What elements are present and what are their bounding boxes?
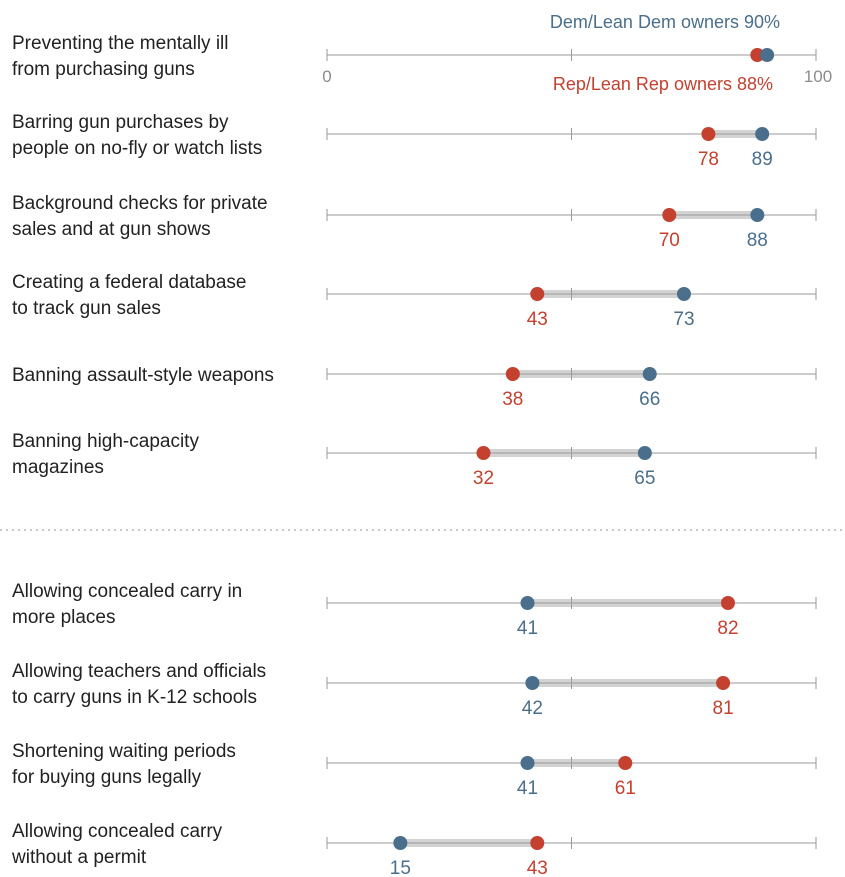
dem-value-label-0-1: 89: [752, 149, 773, 170]
category-label-0-3-0: Creating a federal database: [12, 272, 247, 293]
rep-dot-0-5: [476, 446, 491, 460]
dem-dot-0-4: [642, 367, 657, 381]
rep-value-label-0-1: 78: [698, 149, 719, 170]
rep-value-label-1-2: 61: [615, 778, 636, 799]
dem-dot-0-1: [755, 127, 770, 141]
axis-tick-label-max: 100: [804, 67, 832, 86]
category-label-1-2-0: Shortening waiting periods: [12, 741, 236, 762]
dem-dot-0-2: [750, 208, 765, 222]
category-label-0-0-1: from purchasing guns: [12, 59, 195, 80]
rep-dot-0-4: [505, 367, 520, 381]
rep-value-label-0-2: 70: [659, 230, 680, 251]
rep-dot-1-0: [720, 596, 735, 610]
dem-dot-1-1: [525, 676, 540, 690]
dem-dot-0-3: [676, 287, 691, 301]
rep-value-label-1-1: 81: [713, 698, 734, 719]
rep-value-label-0-5: 32: [473, 468, 494, 489]
category-label-0-0-0: Preventing the mentally ill: [12, 33, 229, 54]
rep-dot-1-2: [618, 756, 633, 770]
category-label-0-1-1: people on no-fly or watch lists: [12, 138, 262, 159]
category-label-1-2-1: for buying guns legally: [12, 767, 202, 788]
dem-dot-1-2: [520, 756, 535, 770]
category-label-0-4-0: Banning assault-style weapons: [12, 365, 274, 386]
category-label-0-1-0: Barring gun purchases by: [12, 112, 229, 133]
rep-value-label-0-4: 38: [502, 389, 523, 410]
dem-value-label-1-0: 41: [517, 618, 538, 639]
category-label-1-1-0: Allowing teachers and officials: [12, 661, 266, 682]
dem-dot-1-3: [393, 836, 408, 850]
rep-value-label-1-3: 43: [527, 858, 548, 877]
category-label-1-3-0: Allowing concealed carry: [12, 821, 223, 842]
rep-dot-1-1: [716, 676, 731, 690]
rep-dot-0-3: [530, 287, 545, 301]
dem-value-label-0-2: 88: [747, 230, 768, 251]
category-label-1-0-0: Allowing concealed carry in: [12, 581, 242, 602]
legend-rep-label: Rep/Lean Rep owners 88%: [553, 74, 773, 94]
category-label-0-2-0: Background checks for private: [12, 193, 268, 214]
rep-value-label-0-3: 43: [527, 309, 548, 330]
dem-value-label-1-2: 41: [517, 778, 538, 799]
rep-dot-1-3: [530, 836, 545, 850]
category-label-1-1-1: to carry guns in K-12 schools: [12, 687, 257, 708]
category-label-0-3-1: to track gun sales: [12, 298, 161, 319]
rep-dot-0-0: [750, 48, 765, 62]
category-label-1-0-1: more places: [12, 607, 116, 628]
category-label-1-3-1: without a permit: [11, 847, 147, 868]
category-label-0-2-1: sales and at gun shows: [12, 219, 211, 240]
dem-dot-0-0: [760, 48, 775, 62]
dem-value-label-0-3: 73: [673, 309, 694, 330]
dem-value-label-0-4: 66: [639, 389, 660, 410]
dem-value-label-1-3: 15: [390, 858, 411, 877]
dem-value-label-0-5: 65: [634, 468, 655, 489]
legend-dem-label: Dem/Lean Dem owners 90%: [550, 12, 780, 32]
category-label-0-5-1: magazines: [12, 457, 104, 478]
category-label-0-5-0: Banning high-capacity: [12, 431, 199, 452]
dem-dot-0-5: [637, 446, 652, 460]
rep-value-label-1-0: 82: [717, 618, 738, 639]
dem-value-label-1-1: 42: [522, 698, 543, 719]
dem-dot-1-0: [520, 596, 535, 610]
axis-tick-label-min: 0: [322, 67, 331, 86]
rep-dot-0-2: [662, 208, 677, 222]
rep-dot-0-1: [701, 127, 716, 141]
